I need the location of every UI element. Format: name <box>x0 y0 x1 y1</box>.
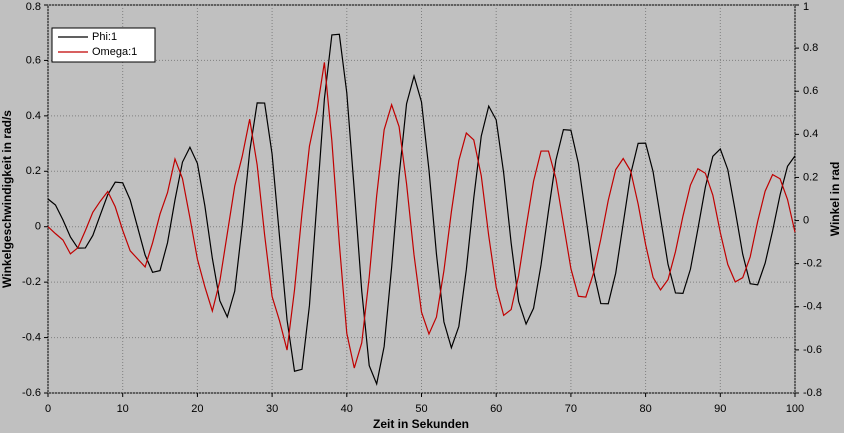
x-axis-title: Zeit in Sekunden <box>373 417 469 431</box>
y2-tick-label: 1 <box>803 1 809 13</box>
y-tick-label: -0.2 <box>22 276 41 288</box>
y-axis-title: Winkelgeschwindigkeit in rad/s <box>0 110 14 288</box>
y2-axis-title: Winkel in rad <box>828 162 842 237</box>
x-tick-label: 30 <box>266 403 278 415</box>
legend: Phi:1 Omega:1 <box>51 27 156 63</box>
x-tick-label: 100 <box>786 403 804 415</box>
x-tick-label: 10 <box>117 403 129 415</box>
y2-tick-label: 0.4 <box>803 128 818 140</box>
y-tick-label: 0.8 <box>26 1 41 13</box>
legend-box <box>51 27 156 63</box>
y2-tick-label: 0 <box>803 214 809 226</box>
y2-tick-label: 0.8 <box>803 42 818 54</box>
x-tick-label: 20 <box>191 403 203 415</box>
legend-label: Omega:1 <box>92 46 137 58</box>
y2-tick-label: -0.6 <box>803 344 822 356</box>
y2-tick-label: 0.6 <box>803 85 818 97</box>
y2-tick-label: -0.8 <box>803 387 822 399</box>
x-tick-label: 80 <box>639 403 651 415</box>
x-tick-label: 0 <box>45 403 51 415</box>
series-line <box>47 62 796 369</box>
x-tick-label: 40 <box>341 403 353 415</box>
x-tick-label: 90 <box>714 403 726 415</box>
y-tick-label: 0.4 <box>26 110 41 122</box>
plot-area <box>47 4 796 394</box>
y-tick-label: -0.6 <box>22 387 41 399</box>
x-tick-label: 50 <box>415 403 427 415</box>
y-tick-label: 0.2 <box>26 165 41 177</box>
y2-tick-label: -0.4 <box>803 301 822 313</box>
series-line <box>47 33 796 387</box>
y2-tick-label: 0.2 <box>803 171 818 183</box>
y-tick-label: 0.6 <box>26 54 41 66</box>
x-tick-label: 70 <box>565 403 577 415</box>
x-tick-label: 60 <box>490 403 502 415</box>
y-tick-label: 0 <box>35 221 41 233</box>
y-tick-label: -0.4 <box>22 331 41 343</box>
y2-tick-label: -0.2 <box>803 258 822 270</box>
legend-label: Phi:1 <box>92 31 117 43</box>
